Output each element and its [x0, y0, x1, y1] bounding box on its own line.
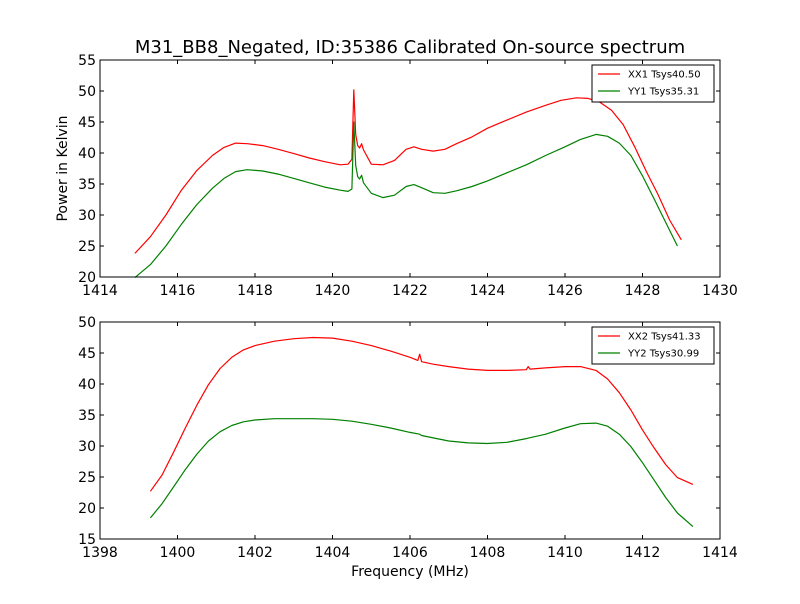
legend-box [591, 326, 715, 365]
x-tick-label: 1406 [392, 545, 428, 561]
chart-title: M31_BB8_Negated, ID:35386 Calibrated On-… [135, 37, 685, 58]
y-tick-label: 25 [78, 239, 96, 255]
x-tick-label: 1410 [547, 545, 583, 561]
y-tick-label: 35 [78, 408, 96, 424]
y-tick-label: 50 [78, 315, 96, 331]
x-tick-label: 1412 [625, 545, 661, 561]
legend-label: YY2 Tsys30.99 [627, 349, 699, 360]
x-tick-label: 1404 [315, 545, 351, 561]
x-tick-label: 1424 [470, 283, 506, 299]
y-tick-label: 30 [78, 439, 96, 455]
x-tick-label: 1400 [160, 545, 196, 561]
x-tick-label: 1426 [547, 283, 583, 299]
legend-label: XX2 Tsys41.33 [628, 332, 701, 343]
legend-box [591, 64, 715, 103]
series-line-1-2 [134, 121, 678, 279]
y-tick-label: 40 [78, 377, 96, 393]
y-tick-label: 45 [78, 115, 96, 131]
series-line-2-1 [149, 336, 694, 492]
x-tick-label: 1408 [470, 545, 506, 561]
y-tick-label: 40 [78, 146, 96, 162]
series-line-2-2 [149, 418, 694, 528]
legend-2: XX2 Tsys41.33 YY2 Tsys30.99 [591, 326, 715, 365]
y-tick-label: 20 [78, 270, 96, 286]
legend-label: YY1 Tsys35.31 [627, 87, 699, 98]
x-tick-label: 1428 [625, 283, 661, 299]
legend-label: XX1 Tsys40.50 [628, 70, 701, 81]
x-tick-label: 1402 [237, 545, 273, 561]
y-tick-label: 55 [78, 53, 96, 69]
x-tick-label: 1420 [315, 283, 351, 299]
series-line-1-1 [134, 89, 682, 254]
y-tick-label: 50 [78, 84, 96, 100]
x-tick-label: 1416 [160, 283, 196, 299]
chart-panel-1: 1414 1416 1418 1420 1422 1424 1426 1428 1430 20 25… [78, 53, 738, 299]
y-tick-label: 45 [78, 346, 96, 362]
x-tick-label: 1414 [702, 545, 738, 561]
legend-1: XX1 Tsys40.50 YY1 Tsys35.31 [591, 64, 715, 103]
y-axis-label: Power in Kelvin [55, 115, 71, 221]
y-tick-label: 20 [78, 501, 96, 517]
x-axis-label: Frequency (MHz) [351, 564, 469, 580]
x-tick-label: 1414 [82, 283, 118, 299]
y-tick-label: 25 [78, 470, 96, 486]
y-tick-label: 15 [78, 532, 96, 548]
chart-panel-2: 1398 1400 1402 1404 1406 1408 1410 1412 1414 15 20… [78, 315, 738, 561]
x-tick-label: 1398 [82, 545, 118, 561]
y-tick-label: 35 [78, 177, 96, 193]
x-tick-label: 1422 [392, 283, 428, 299]
x-tick-label: 1418 [237, 283, 273, 299]
x-tick-label: 1430 [702, 283, 738, 299]
y-tick-label: 30 [78, 208, 96, 224]
